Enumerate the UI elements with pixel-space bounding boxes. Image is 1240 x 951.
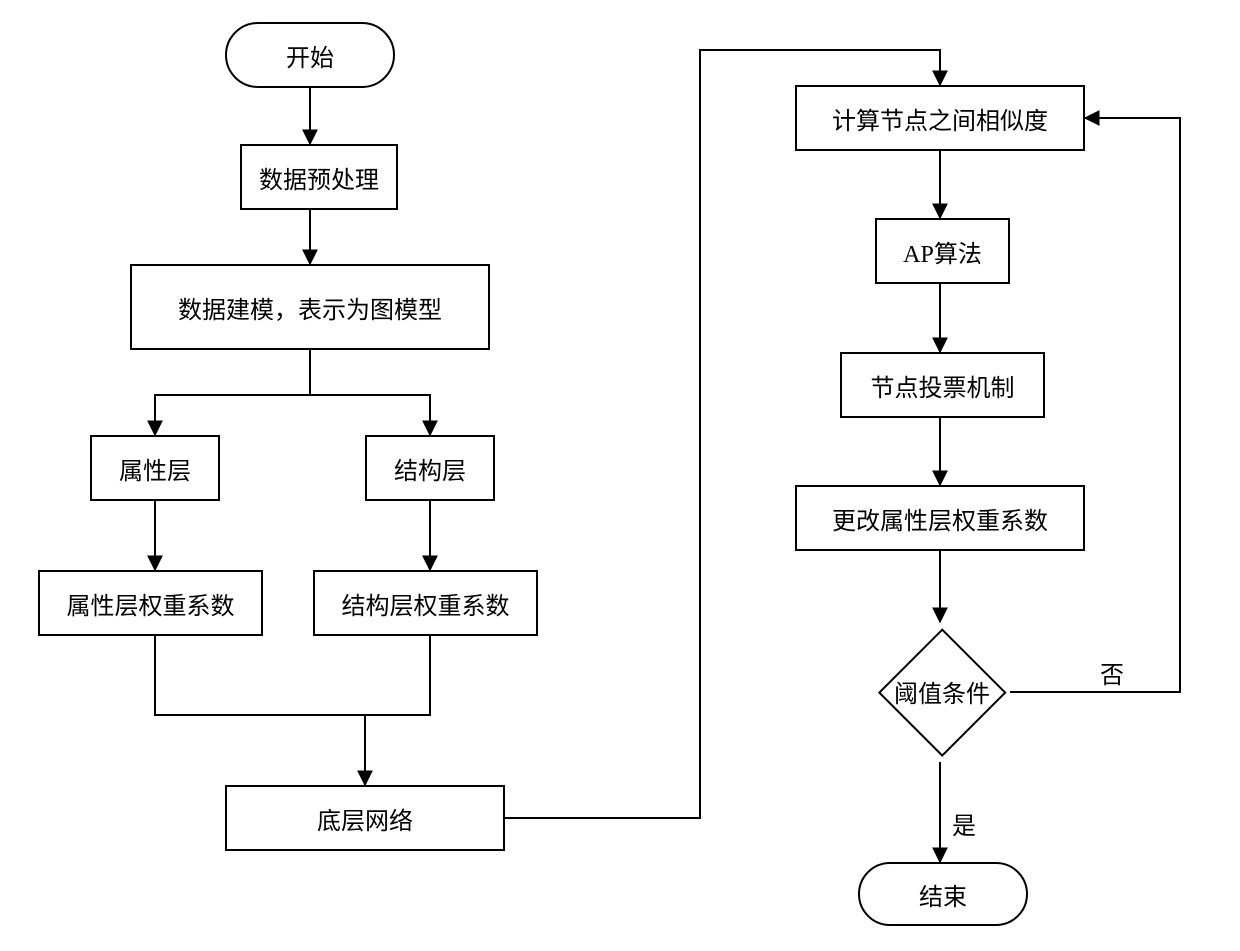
node-end: 结束 (858, 862, 1028, 926)
node-attr_weight: 属性层权重系数 (38, 570, 263, 636)
edge-attr_weight-to-base_net (155, 636, 365, 785)
node-similarity: 计算节点之间相似度 (795, 85, 1085, 151)
node-struct_weight: 结构层权重系数 (313, 570, 538, 636)
edge-label-threshold-to-similarity: 否 (1100, 655, 1124, 690)
node-attr_layer: 属性层 (90, 435, 220, 501)
node-label-threshold: 阈值条件 (897, 647, 988, 738)
edge-struct_weight-to-base_net (365, 636, 430, 785)
node-update_w: 更改属性层权重系数 (795, 485, 1085, 551)
node-preprocess: 数据预处理 (240, 144, 398, 210)
edge-modeling-to-struct_layer (310, 350, 430, 435)
edge-modeling-to-attr_layer (155, 350, 310, 435)
node-ap_algo: AP算法 (875, 218, 1010, 284)
node-start: 开始 (225, 22, 395, 88)
node-modeling: 数据建模，表示为图模型 (130, 264, 490, 350)
edge-base_net-to-similarity (505, 50, 940, 818)
node-voting: 节点投票机制 (840, 352, 1045, 418)
node-struct_layer: 结构层 (365, 435, 495, 501)
edge-label-threshold-to-end: 是 (952, 806, 976, 841)
node-base_net: 底层网络 (225, 785, 505, 851)
node-threshold: 阈值条件 (897, 647, 988, 738)
